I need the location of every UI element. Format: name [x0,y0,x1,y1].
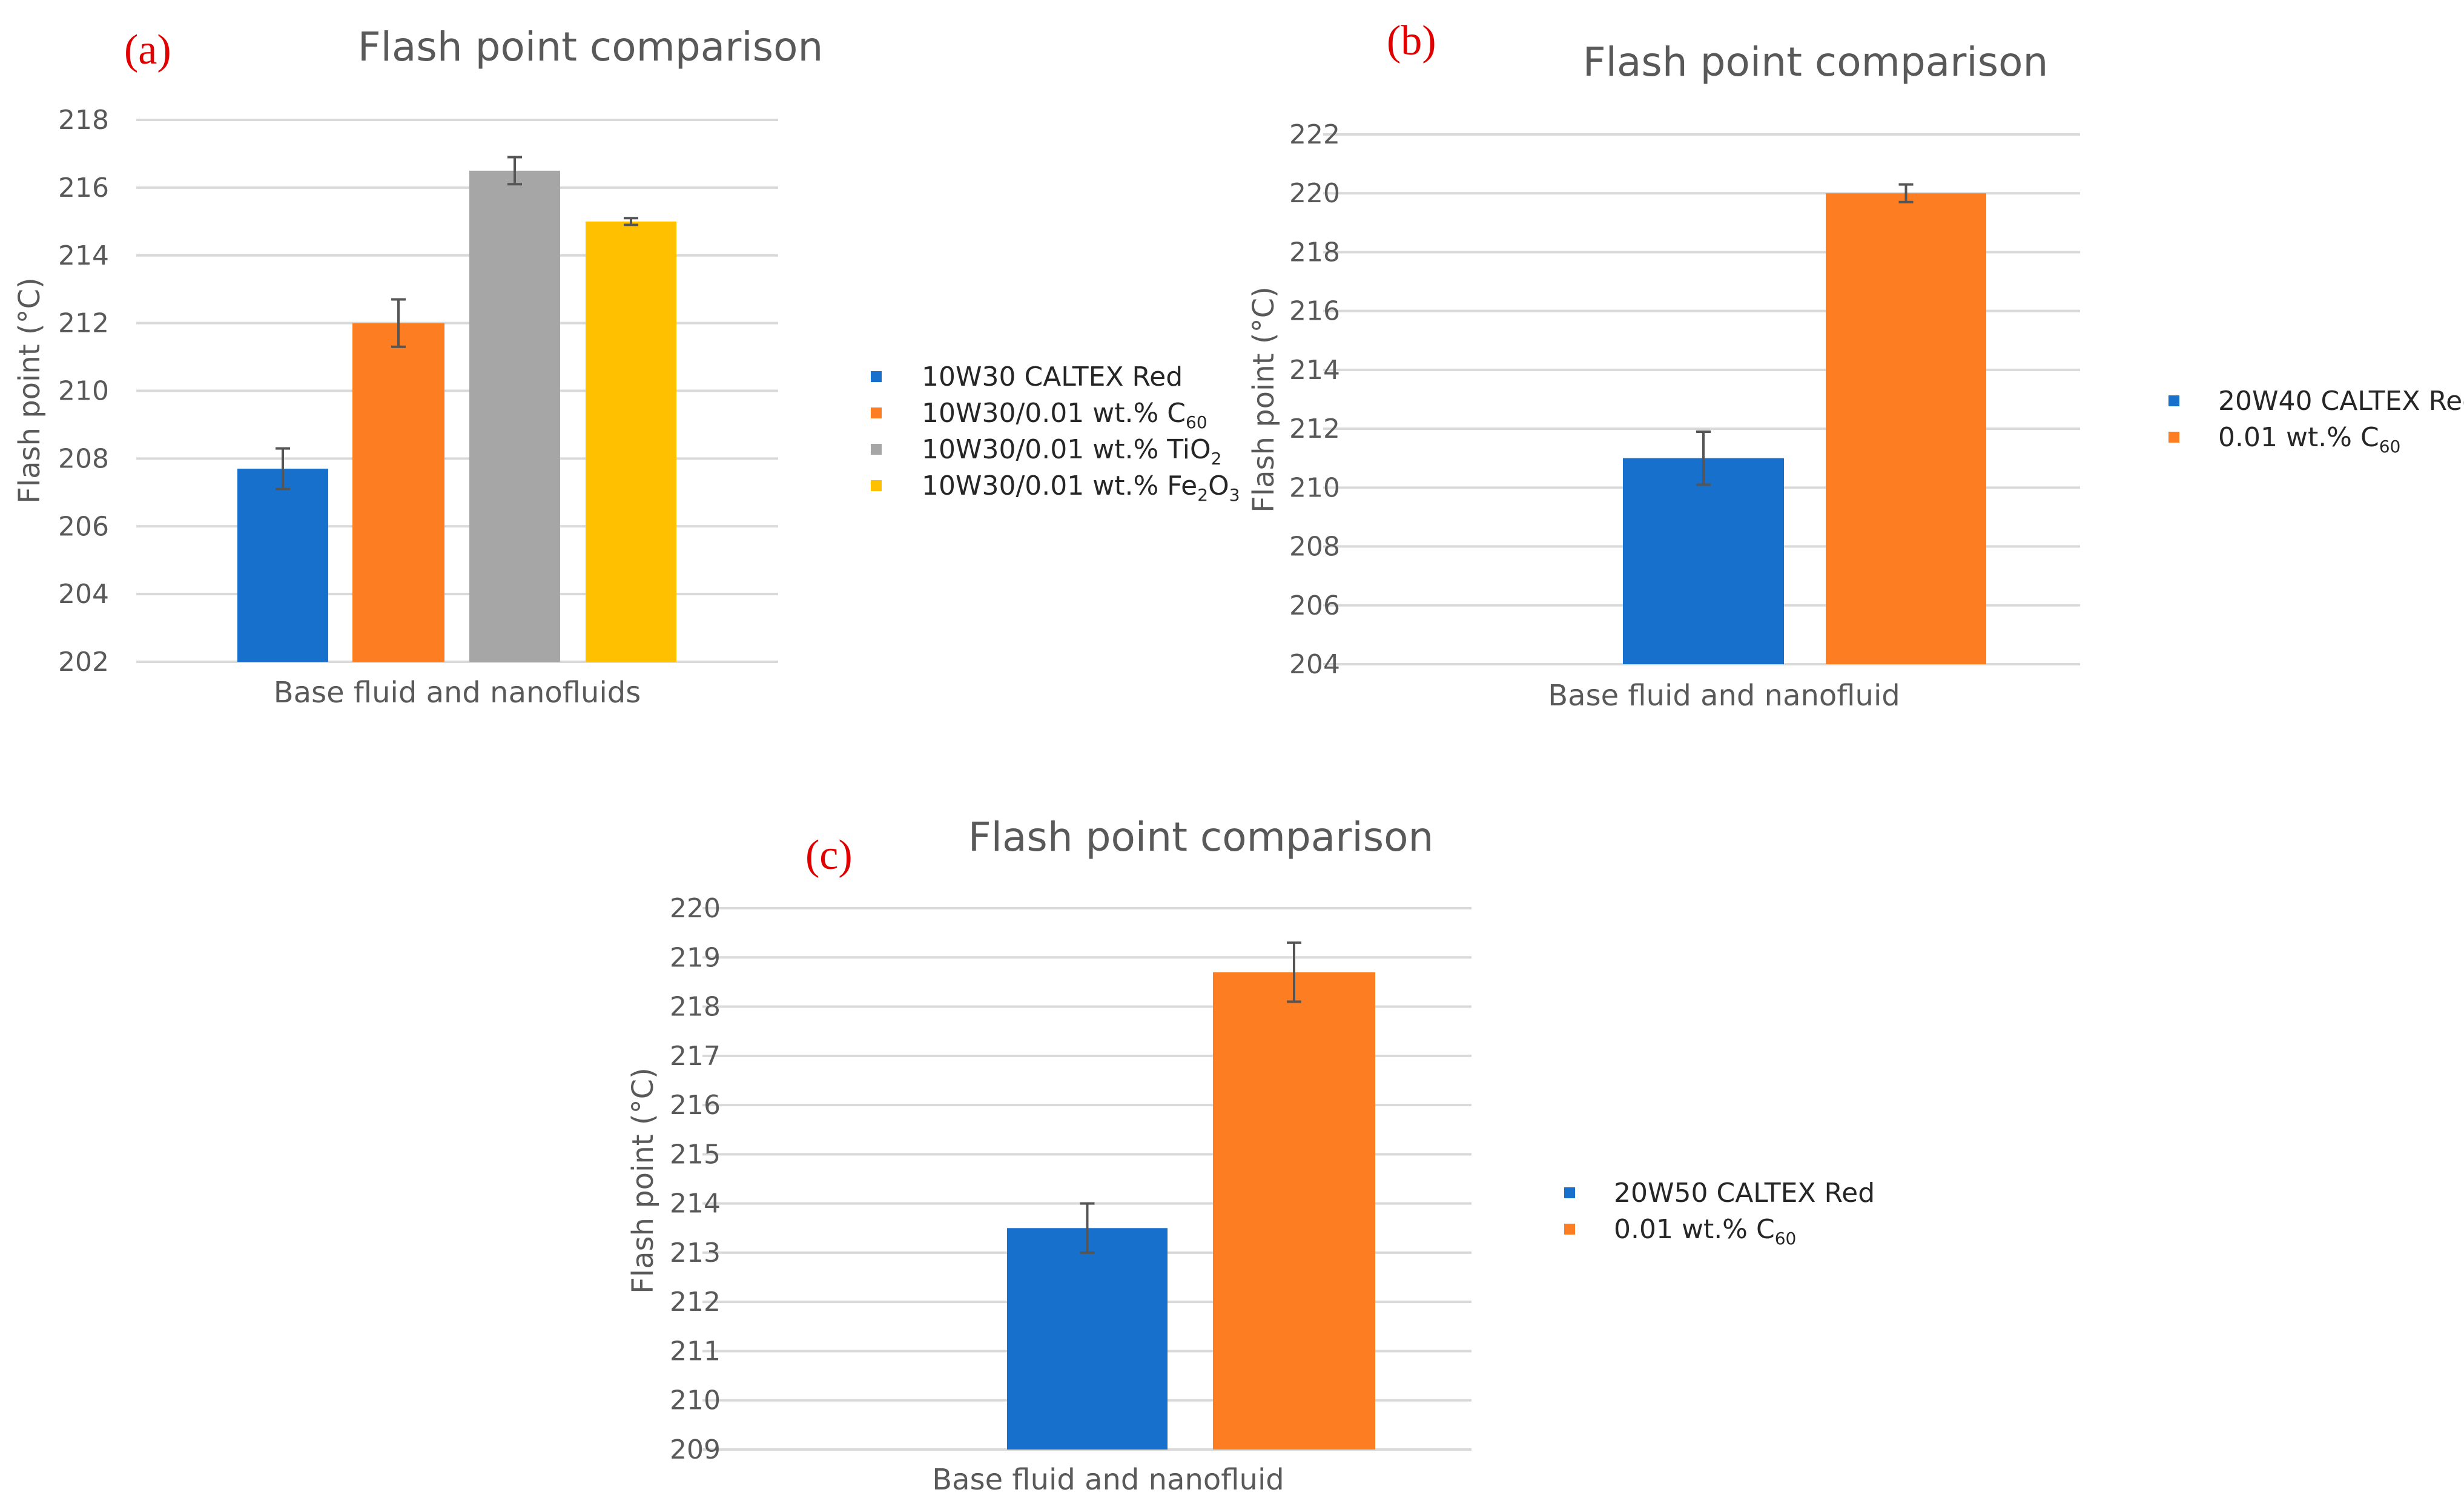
chart-a-legend-marker [871,444,882,455]
chart-c-y-axis-label: Flash point (°C) [626,1067,660,1294]
chart-b-y-axis-label: Flash point (°C) [1247,286,1281,513]
chart-b-y-tick-label: 212 [1289,414,1340,444]
chart-b-y-tick-label: 220 [1289,178,1340,209]
chart-b-y-tick-label: 204 [1289,649,1340,680]
chart-c-legend-label: 0.01 wt.% C60 [1614,1214,1796,1248]
chart-c-x-axis-label: Base fluid and nanofluid [932,1463,1284,1497]
chart-a-bar [469,170,560,662]
chart-a-y-tick-label: 206 [58,511,109,542]
chart-b-y-tick-label: 214 [1289,355,1340,386]
chart-c-y-tick-label: 213 [670,1238,721,1268]
chart-b-legend-marker [2168,432,2179,443]
chart-a-legend-label: 10W30/0.01 wt.% C60 [922,398,1207,432]
chart-c-legend-marker [1564,1187,1575,1198]
chart-b-legend-label: 20W40 CALTEX Red [2218,386,2464,417]
chart-c-panel-letter: (c) [805,832,853,879]
chart-a-y-axis-label: Flash point (°C) [13,277,47,504]
chart-a-y-tick-label: 204 [58,579,109,610]
chart-b-y-tick-label: 216 [1289,296,1340,327]
chart-a-bar [352,323,444,662]
chart-b-bar [1826,193,1986,664]
chart-c-y-tick-label: 212 [670,1287,721,1318]
chart-c-bar [1213,972,1375,1450]
chart-a-legend-marker [871,371,882,382]
chart-a-y-tick-label: 218 [58,105,109,136]
chart-a-y-tick-label: 210 [58,376,109,407]
chart-c-y-tick-label: 209 [670,1434,721,1465]
chart-a-bar [586,221,676,662]
chart-c-y-tick-label: 218 [670,992,721,1023]
chart-b-legend-label: 0.01 wt.% C60 [2218,422,2400,457]
chart-b-y-tick-label: 222 [1289,119,1340,150]
chart-b-y-tick-label: 208 [1289,532,1340,562]
chart-c-y-tick-label: 210 [670,1385,721,1416]
chart-a-y-tick-label: 216 [58,173,109,203]
chart-b-bar [1623,458,1784,664]
chart-a-y-tick-label: 202 [58,647,109,678]
chart-c-legend-label: 20W50 CALTEX Red [1614,1178,1875,1209]
chart-a-y-tick-label: 208 [58,443,109,474]
chart-b-legend-marker [2168,395,2179,406]
chart-a-y-tick-label: 212 [58,308,109,339]
chart-a-bar [237,469,328,662]
chart-a-panel-letter: (a) [124,27,171,73]
chart-b-y-tick-label: 210 [1289,472,1340,503]
chart-c-y-tick-label: 216 [670,1090,721,1121]
chart-c-title: Flash point comparison [968,814,1434,860]
chart-c-y-tick-label: 220 [670,893,721,924]
chart-c-y-tick-label: 214 [670,1189,721,1219]
chart-b-x-axis-label: Base fluid and nanofluid [1548,679,1900,713]
chart-a-legend-label: 10W30/0.01 wt.% Fe2O3 [922,470,1240,505]
chart-c-y-tick-label: 215 [670,1139,721,1170]
chart-c-y-tick-label: 211 [670,1336,721,1367]
chart-b-y-tick-label: 206 [1289,590,1340,621]
chart-a-title: Flash point comparison [358,24,824,70]
chart-c-y-tick-label: 219 [670,942,721,973]
chart-a-y-tick-label: 214 [58,240,109,271]
chart-a-x-axis-label: Base fluid and nanofluids [274,676,641,710]
chart-a-legend-label: 10W30/0.01 wt.% TiO2 [922,434,1222,469]
chart-a-legend-marker [871,407,882,418]
chart-a-legend-marker [871,480,882,491]
chart-c-y-tick-label: 217 [670,1041,721,1072]
chart-b-title: Flash point comparison [1583,39,2049,85]
chart-c-bar [1007,1228,1168,1450]
chart-a-legend-label: 10W30 CALTEX Red [922,361,1183,392]
chart-b-panel-letter: (b) [1387,18,1436,64]
chart-c-legend-marker [1564,1224,1575,1235]
chart-b-y-tick-label: 218 [1289,237,1340,268]
